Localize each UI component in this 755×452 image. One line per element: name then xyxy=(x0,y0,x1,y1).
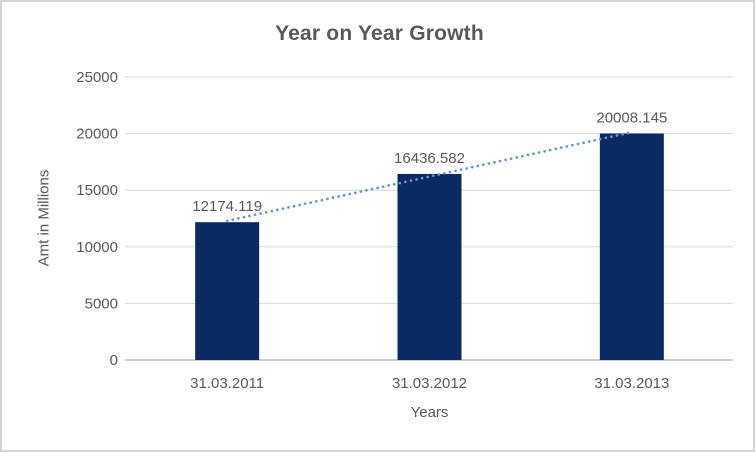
data-label: 20008.145 xyxy=(596,110,667,127)
bar-31.03.2012 xyxy=(397,173,462,360)
category-label: 31.03.2011 xyxy=(190,375,264,392)
bar-31.03.2011 xyxy=(195,222,260,360)
bar-31.03.2013 xyxy=(599,133,664,360)
category-label: 31.03.2012 xyxy=(392,375,467,392)
trendline xyxy=(225,130,634,223)
x-axis-title: Years xyxy=(410,404,449,421)
y-tick-label: 25000 xyxy=(76,69,118,86)
y-tick-label: 15000 xyxy=(76,182,118,199)
category-label: 31.03.2013 xyxy=(594,375,669,392)
y-tick-label: 20000 xyxy=(76,126,118,143)
data-label: 16436.582 xyxy=(394,150,465,167)
data-label: 12174.119 xyxy=(192,198,262,215)
y-tick-label: 5000 xyxy=(85,295,118,312)
y-tick-label: 0 xyxy=(110,352,118,369)
y-tick-label: 10000 xyxy=(76,239,118,256)
chart-title: Year on Year Growth xyxy=(275,22,484,45)
